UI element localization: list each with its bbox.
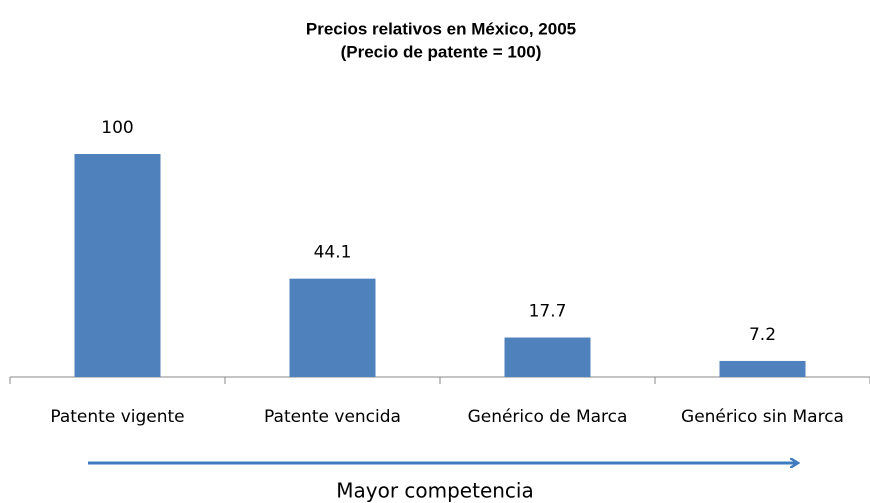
x-tick-label: Genérico sin Marca bbox=[681, 407, 844, 427]
x-tick-label: Patente vencida bbox=[264, 407, 401, 427]
value-label: 7.2 bbox=[749, 325, 776, 345]
bar bbox=[719, 360, 806, 377]
chart-title: Precios relativos en México, 2005 bbox=[306, 19, 576, 38]
annotation: Mayor competencia bbox=[336, 479, 534, 503]
value-label: 17.7 bbox=[529, 302, 567, 322]
bar bbox=[289, 278, 376, 377]
value-label: 100 bbox=[101, 118, 133, 138]
bar bbox=[504, 337, 591, 377]
chart-subtitle: (Precio de patente = 100) bbox=[341, 42, 542, 61]
bar bbox=[74, 154, 161, 377]
x-tick-label: Genérico de Marca bbox=[468, 407, 628, 427]
value-label: 44.1 bbox=[314, 243, 352, 263]
x-tick-label: Patente vigente bbox=[50, 407, 184, 427]
